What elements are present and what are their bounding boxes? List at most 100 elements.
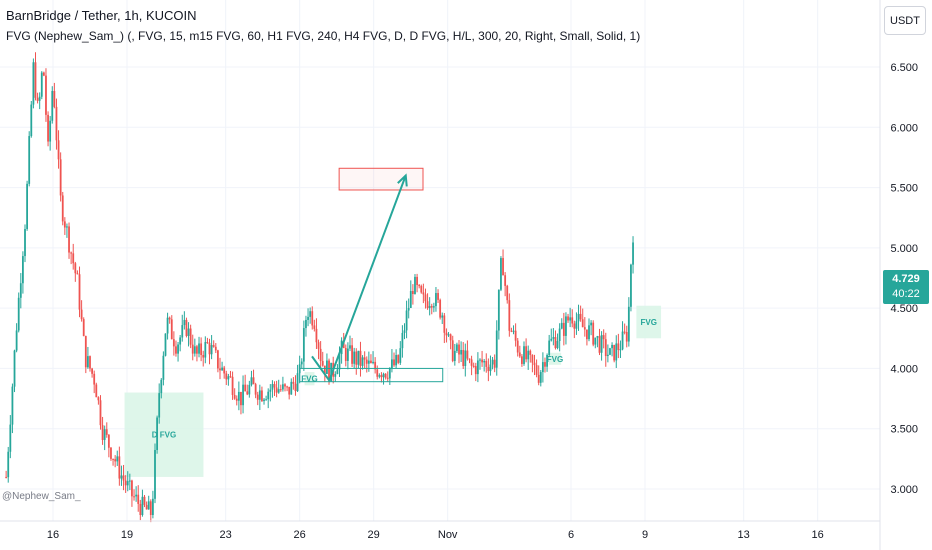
candle-body — [191, 344, 194, 354]
candle-body — [242, 384, 244, 406]
candle-body — [506, 285, 509, 301]
fvg-zone-label: D FVG — [152, 431, 176, 440]
time-tick-label: Nov — [438, 529, 458, 541]
candle-body — [458, 344, 460, 355]
candle-body — [126, 481, 129, 486]
candle-body — [432, 306, 435, 308]
candle-body — [558, 328, 561, 341]
candle-body — [164, 333, 167, 356]
candle-body — [403, 330, 406, 333]
time-axis: 16 19 23 26 29 Nov 6 9 13 16 — [0, 520, 880, 541]
candle-body — [311, 311, 314, 326]
candle-body — [525, 346, 528, 360]
candle-body — [606, 354, 609, 357]
candle-body — [567, 316, 569, 321]
candle-body — [411, 291, 414, 295]
candle-body — [550, 338, 553, 341]
candle-body — [80, 309, 83, 320]
candle-body — [372, 361, 374, 364]
candle-body — [309, 311, 312, 317]
candle-body — [338, 354, 341, 370]
candle-body — [594, 337, 597, 345]
candle-body — [428, 305, 431, 309]
candle-body — [305, 319, 307, 329]
candle-body — [290, 381, 293, 395]
candle-body — [556, 340, 559, 349]
currency-button[interactable]: USDT — [884, 6, 926, 35]
candle-body — [500, 258, 502, 290]
candle-body — [330, 362, 333, 382]
candle-body — [464, 350, 467, 367]
candle-body — [315, 328, 318, 343]
candle-body — [38, 96, 41, 101]
candle-body — [181, 325, 184, 338]
candle-body — [300, 361, 303, 365]
candle-body — [361, 357, 364, 366]
candle-body — [248, 384, 251, 395]
candle-body — [59, 159, 62, 196]
candle-body — [386, 377, 389, 379]
candle-body — [596, 336, 599, 338]
candle-body — [512, 330, 515, 332]
candle-body — [179, 337, 182, 345]
candle-body — [353, 351, 356, 364]
candle-body — [103, 429, 106, 440]
candle-body — [196, 346, 198, 354]
candle-body — [321, 361, 324, 366]
candle-body — [7, 451, 10, 478]
candle-body — [541, 362, 544, 373]
candle-body — [120, 475, 123, 479]
candle-body — [546, 355, 548, 367]
candle-body — [451, 340, 454, 361]
candle-body — [72, 253, 75, 264]
candle-body — [277, 389, 280, 393]
time-tick-label: 16 — [47, 529, 59, 541]
candle-body — [625, 332, 628, 342]
candle-body — [328, 360, 330, 382]
candle-body — [627, 306, 630, 342]
price-tick-label: 3.500 — [890, 424, 918, 436]
candle-body — [449, 334, 452, 341]
candle-body — [323, 365, 326, 374]
candle-body — [349, 345, 351, 349]
candle-countdown: 40:22 — [892, 288, 920, 300]
candle-body — [124, 480, 127, 486]
candle-body — [588, 325, 590, 340]
candle-body — [370, 360, 372, 364]
candle-body — [456, 344, 458, 351]
candle-body — [78, 274, 81, 310]
candle-body — [198, 343, 200, 354]
candle-body — [562, 322, 565, 336]
candle-body — [590, 322, 593, 326]
candle-body — [267, 391, 270, 400]
candle-body — [235, 398, 238, 401]
price-axis: 3.000 3.500 4.000 4.500 5.000 5.500 6.000 6.500 — [879, 0, 918, 550]
candle-body — [447, 334, 450, 336]
candle-body — [200, 343, 203, 355]
candle-body — [600, 335, 603, 353]
candle-body — [240, 391, 242, 406]
candle-body — [592, 322, 595, 345]
candle-body — [623, 331, 626, 333]
candle-body — [565, 316, 567, 336]
candle-body — [271, 384, 274, 390]
indicator-legend[interactable]: FVG (Nephew_Sam_) (, FVG, 15, m15 FVG, 6… — [6, 29, 641, 43]
price-tick-label: 4.500 — [890, 303, 918, 315]
candle-body — [175, 346, 177, 354]
candle-body — [533, 362, 536, 366]
candle-body — [336, 369, 339, 374]
fvg-zone — [636, 305, 662, 339]
candle-body — [149, 501, 152, 515]
candle-body — [11, 386, 14, 425]
candle-body — [183, 319, 186, 326]
candle-body — [114, 459, 117, 462]
time-tick-label: 6 — [568, 529, 574, 541]
candle-body — [479, 359, 481, 361]
candle-body — [474, 366, 477, 375]
candle-body — [5, 476, 8, 478]
candle-body — [49, 120, 52, 142]
candle-body — [374, 361, 377, 370]
candle-body — [399, 348, 402, 363]
candle-body — [147, 501, 150, 510]
